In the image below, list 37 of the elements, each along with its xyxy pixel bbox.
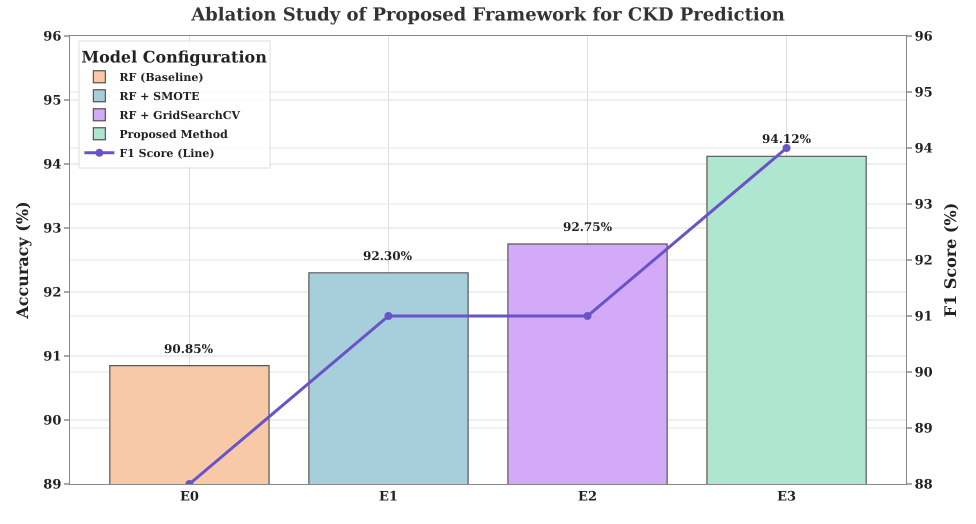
legend-label: Proposed Method: [119, 128, 228, 142]
y-tick-label: 91: [43, 350, 62, 365]
y-tick-label: 95: [43, 94, 62, 109]
y2-axis-title: F1 Score (%): [941, 202, 960, 318]
x-tick-label: E1: [378, 490, 398, 505]
legend-label: F1 Score (Line): [119, 147, 215, 160]
legend-label: RF + GridSearchCV: [119, 109, 241, 122]
y2-tick-label: 93: [914, 198, 933, 213]
point: [384, 312, 392, 320]
y-tick-label: 90: [43, 414, 62, 429]
legend-label: RF + SMOTE: [119, 90, 200, 104]
y2-tick-label: 89: [914, 422, 933, 437]
y-tick-label: 96: [43, 30, 62, 45]
y-tick-label: 89: [43, 478, 62, 493]
legend-label: RF (Baseline): [119, 71, 204, 84]
y2-tick-label: 94: [914, 142, 933, 157]
y2-tick-label: 91: [914, 310, 933, 325]
y-tick-label: 94: [43, 158, 62, 173]
y2-tick-label: 90: [914, 366, 933, 381]
y-axis-title: Accuracy (%): [13, 201, 32, 320]
point: [782, 144, 791, 152]
x-tick-label: E3: [777, 490, 796, 505]
chart-title: Ablation Study of Proposed Framework for CKD Prediction: [190, 4, 785, 26]
data-label: 92.75%: [563, 220, 613, 234]
y2-tick-label: 96: [914, 30, 933, 45]
x-tick-label: E2: [578, 490, 598, 505]
data-label: 94.12%: [762, 132, 812, 146]
legend-title: Model Configuration: [81, 47, 268, 66]
point: [584, 312, 592, 320]
y2-tick-label: 92: [914, 254, 933, 269]
x-tick-label: E0: [180, 490, 199, 505]
y2-tick-label: 88: [914, 478, 933, 493]
y-tick-label: 93: [43, 222, 62, 237]
data-label: 92.30%: [363, 249, 413, 263]
y-tick-label: 92: [43, 286, 62, 301]
data-label: 90.85%: [164, 342, 214, 356]
y2-tick-label: 95: [914, 86, 933, 101]
